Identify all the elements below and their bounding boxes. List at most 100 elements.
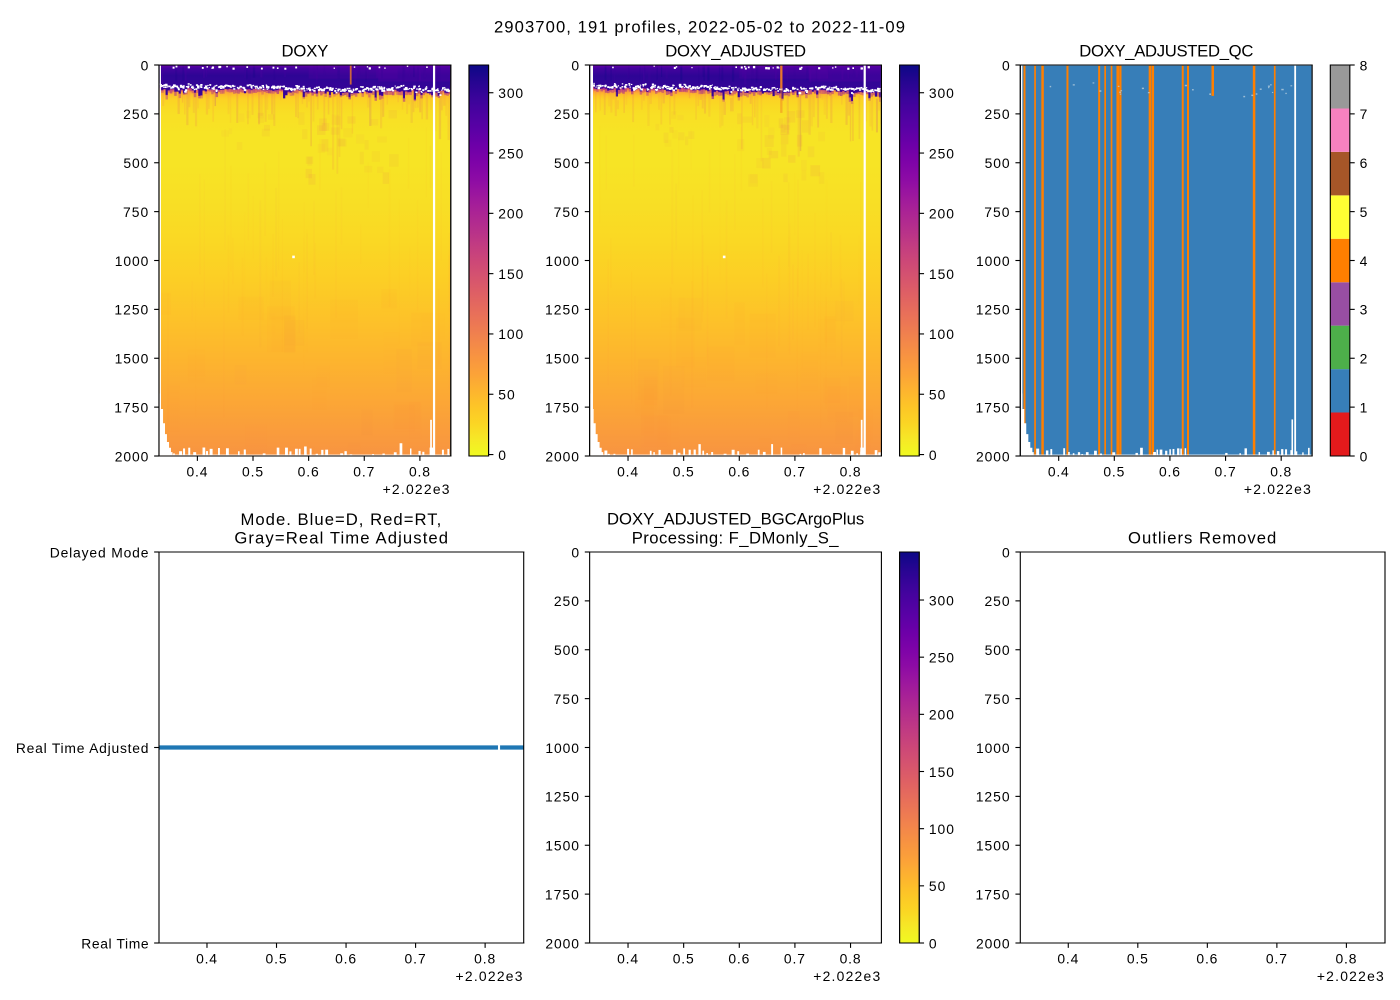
svg-text:5: 5	[1360, 204, 1369, 220]
svg-text:0.7: 0.7	[353, 463, 375, 479]
svg-text:0.6: 0.6	[1196, 950, 1218, 966]
svg-text:0.5: 0.5	[266, 950, 288, 966]
svg-text:750: 750	[984, 691, 1010, 707]
svg-text:1000: 1000	[976, 740, 1011, 756]
svg-text:500: 500	[554, 642, 580, 658]
svg-text:750: 750	[554, 204, 580, 220]
svg-text:3: 3	[1360, 302, 1369, 318]
svg-text:0.8: 0.8	[474, 950, 496, 966]
svg-text:Real Time: Real Time	[81, 935, 149, 951]
svg-text:250: 250	[929, 145, 955, 161]
svg-text:0: 0	[498, 447, 507, 463]
svg-text:DOXY: DOXY	[282, 42, 329, 61]
svg-text:200: 200	[498, 206, 524, 222]
svg-text:750: 750	[984, 204, 1010, 220]
svg-text:150: 150	[498, 266, 524, 282]
svg-text:0.5: 0.5	[1127, 950, 1149, 966]
svg-text:50: 50	[929, 878, 946, 894]
svg-text:500: 500	[985, 642, 1011, 658]
svg-text:0.5: 0.5	[242, 463, 264, 479]
svg-text:4: 4	[1360, 253, 1369, 269]
svg-text:0.4: 0.4	[196, 950, 218, 966]
svg-text:300: 300	[498, 85, 524, 101]
svg-text:250: 250	[123, 106, 149, 122]
svg-text:0.5: 0.5	[1103, 463, 1125, 479]
svg-text:250: 250	[498, 145, 524, 161]
svg-text:0.8: 0.8	[409, 463, 431, 479]
svg-text:300: 300	[929, 85, 955, 101]
svg-text:150: 150	[929, 764, 955, 780]
svg-text:0.4: 0.4	[187, 463, 209, 479]
svg-text:2000: 2000	[115, 448, 150, 464]
svg-text:500: 500	[985, 155, 1011, 171]
svg-text:1500: 1500	[545, 351, 580, 367]
svg-text:1750: 1750	[976, 886, 1011, 902]
svg-text:250: 250	[554, 593, 580, 609]
svg-text:0: 0	[571, 544, 580, 560]
svg-text:0.8: 0.8	[840, 950, 862, 966]
svg-text:0: 0	[1360, 448, 1369, 464]
svg-text:1750: 1750	[976, 399, 1011, 415]
svg-text:250: 250	[554, 106, 580, 122]
svg-text:8: 8	[1360, 57, 1369, 73]
svg-text:1000: 1000	[545, 253, 580, 269]
svg-text:250: 250	[929, 649, 955, 665]
svg-text:0.8: 0.8	[1270, 463, 1292, 479]
svg-text:500: 500	[123, 155, 149, 171]
svg-text:100: 100	[929, 821, 955, 837]
svg-text:Processing: F_DMonly_S_: Processing: F_DMonly_S_	[632, 529, 840, 548]
svg-text:0.7: 0.7	[405, 950, 427, 966]
svg-text:Mode. Blue=D, Red=RT,: Mode. Blue=D, Red=RT,	[240, 510, 442, 529]
svg-text:DOXY_ADJUSTED: DOXY_ADJUSTED	[665, 42, 806, 61]
svg-text:2000: 2000	[545, 448, 580, 464]
svg-text:0.7: 0.7	[784, 463, 806, 479]
svg-text:0.5: 0.5	[673, 950, 695, 966]
svg-text:50: 50	[498, 387, 515, 403]
svg-text:1: 1	[1360, 399, 1369, 415]
svg-text:0.6: 0.6	[728, 463, 750, 479]
svg-text:1500: 1500	[976, 838, 1011, 854]
svg-text:0.5: 0.5	[673, 463, 695, 479]
svg-text:0.8: 0.8	[840, 463, 862, 479]
svg-text:0.4: 0.4	[617, 463, 639, 479]
svg-text:+2.022e3: +2.022e3	[1244, 481, 1312, 497]
svg-text:1000: 1000	[976, 253, 1011, 269]
svg-text:0: 0	[141, 57, 150, 73]
svg-text:2000: 2000	[976, 935, 1011, 951]
svg-text:0.6: 0.6	[728, 950, 750, 966]
svg-text:1750: 1750	[545, 886, 580, 902]
svg-text:100: 100	[929, 326, 955, 342]
svg-text:2903700, 191 profiles, 2022-05: 2903700, 191 profiles, 2022-05-02 to 202…	[494, 18, 906, 37]
svg-text:1250: 1250	[545, 789, 580, 805]
svg-text:0: 0	[929, 935, 938, 951]
svg-text:1250: 1250	[976, 302, 1011, 318]
svg-text:Outliers Removed: Outliers Removed	[1128, 529, 1277, 548]
svg-text:0: 0	[571, 57, 580, 73]
svg-text:0: 0	[929, 447, 938, 463]
svg-text:7: 7	[1360, 106, 1369, 122]
svg-text:0.4: 0.4	[1048, 463, 1070, 479]
svg-text:150: 150	[929, 266, 955, 282]
svg-text:DOXY_ADJUSTED_BGCArgoPlus: DOXY_ADJUSTED_BGCArgoPlus	[607, 510, 864, 529]
svg-text:1250: 1250	[545, 302, 580, 318]
svg-text:0.8: 0.8	[1335, 950, 1357, 966]
svg-text:6: 6	[1360, 155, 1369, 171]
svg-text:0.6: 0.6	[335, 950, 357, 966]
svg-text:500: 500	[554, 155, 580, 171]
svg-text:0.7: 0.7	[784, 950, 806, 966]
svg-text:250: 250	[984, 593, 1010, 609]
svg-text:1750: 1750	[114, 399, 149, 415]
svg-text:1750: 1750	[545, 399, 580, 415]
svg-text:2: 2	[1360, 351, 1369, 367]
svg-text:1500: 1500	[545, 838, 580, 854]
svg-text:+2.022e3: +2.022e3	[813, 481, 881, 497]
svg-text:0.4: 0.4	[617, 950, 639, 966]
svg-text:200: 200	[929, 206, 955, 222]
svg-text:Gray=Real Time Adjusted: Gray=Real Time Adjusted	[234, 529, 449, 548]
svg-text:2000: 2000	[976, 448, 1011, 464]
svg-text:1250: 1250	[114, 302, 149, 318]
svg-text:200: 200	[929, 707, 955, 723]
svg-text:0.6: 0.6	[1159, 463, 1181, 479]
svg-text:+2.022e3: +2.022e3	[1317, 968, 1385, 984]
svg-text:50: 50	[929, 387, 946, 403]
